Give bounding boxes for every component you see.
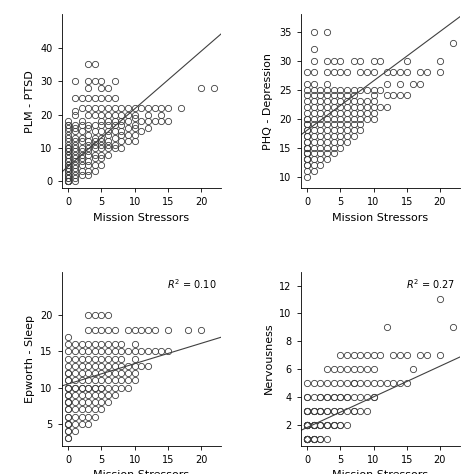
X-axis label: Mission Stressors: Mission Stressors bbox=[332, 470, 428, 474]
Y-axis label: Nervousness: Nervousness bbox=[264, 323, 273, 394]
X-axis label: Mission Stressors: Mission Stressors bbox=[332, 213, 428, 223]
X-axis label: Mission Stressors: Mission Stressors bbox=[93, 213, 189, 223]
Text: $R^2$ = 0.27: $R^2$ = 0.27 bbox=[406, 277, 455, 291]
Y-axis label: Epworth - Sleep: Epworth - Sleep bbox=[25, 315, 35, 402]
Text: $R^2$ = 0.10: $R^2$ = 0.10 bbox=[166, 277, 216, 291]
X-axis label: Mission Stressors: Mission Stressors bbox=[93, 470, 189, 474]
Y-axis label: PHQ - Depression: PHQ - Depression bbox=[264, 53, 273, 150]
Y-axis label: PLM - PTSD: PLM - PTSD bbox=[25, 70, 35, 133]
